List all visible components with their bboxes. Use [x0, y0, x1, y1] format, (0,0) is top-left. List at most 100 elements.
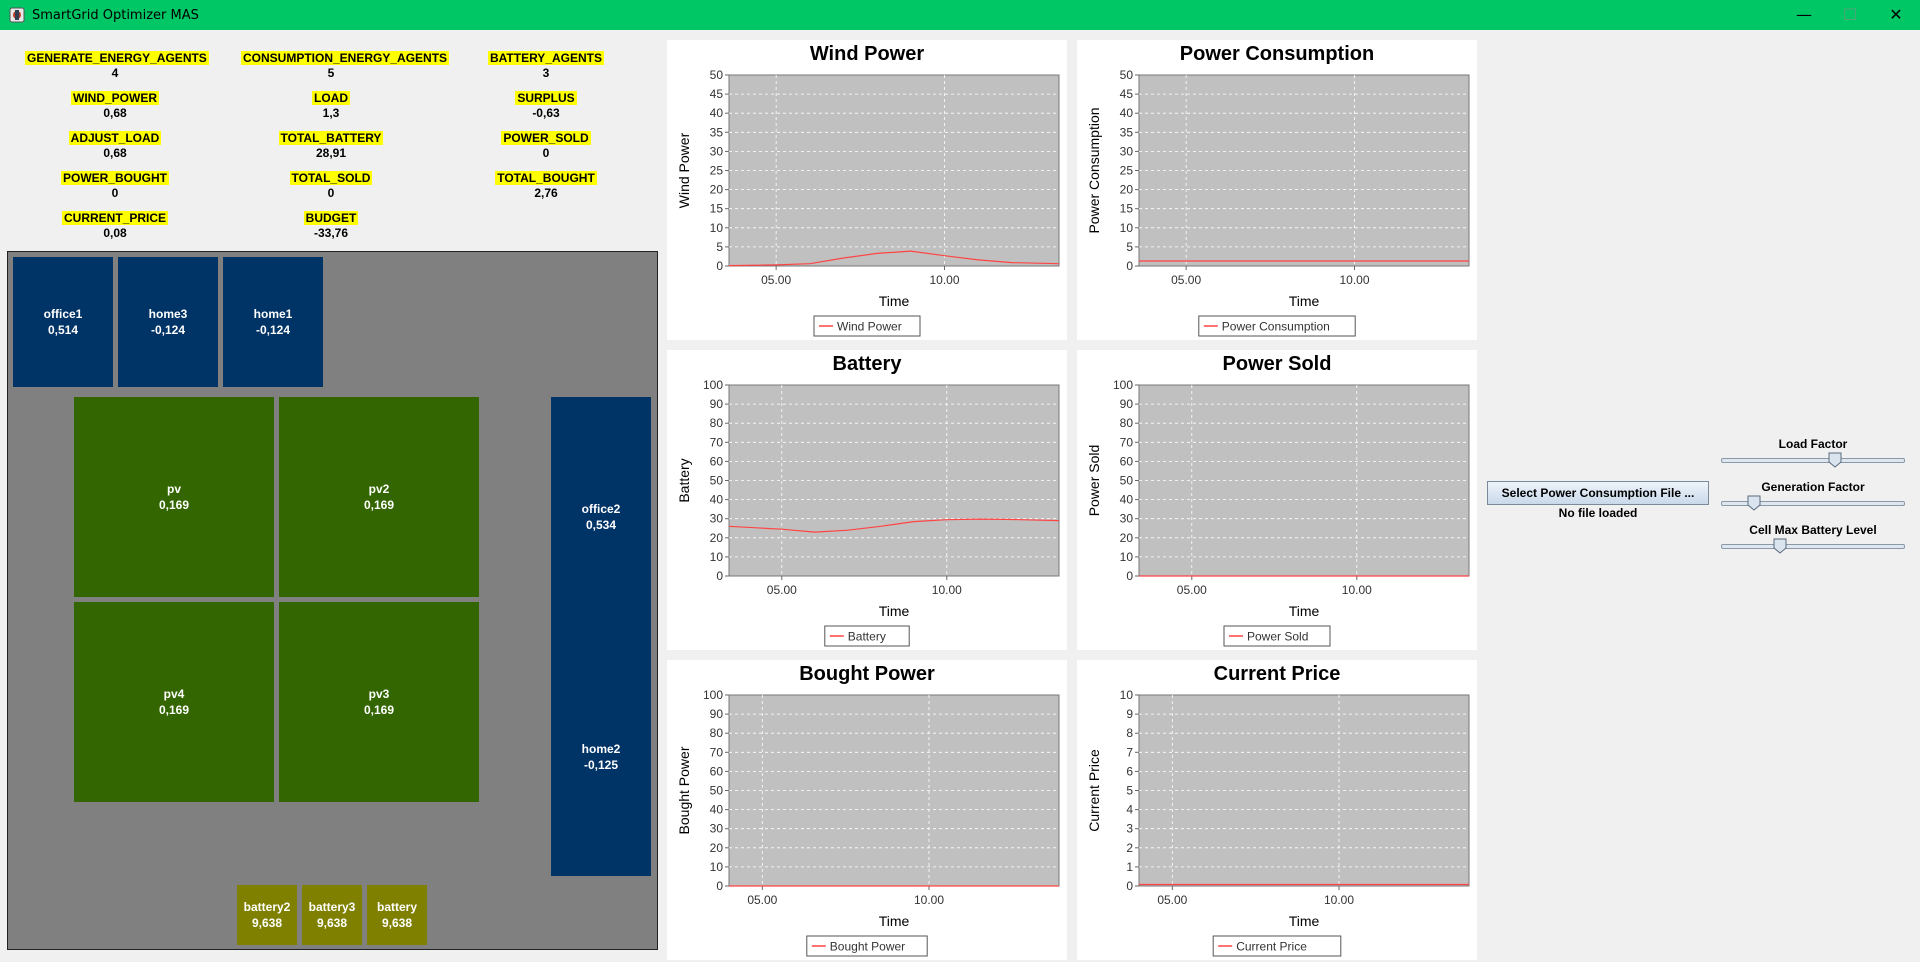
cell-value: -0,124: [150, 323, 186, 337]
close-icon[interactable]: ✕: [1889, 5, 1903, 24]
cell-name: office2: [581, 502, 621, 516]
y-tick-label: 10: [1120, 221, 1134, 235]
bought-power-chart: Bought Power 0 10 20 30 40 50 60 70 80 90 100 05.00 1…: [667, 660, 1067, 960]
y-tick-label: 1: [1126, 860, 1133, 874]
y-tick-label: 0: [1126, 259, 1133, 273]
slider-track[interactable]: [1721, 501, 1905, 506]
legend-box: [1198, 315, 1356, 337]
series-line: [728, 518, 1060, 533]
power-sold-chart: Power Sold 0 10 20 30 40 50 60 70 80 90 100 05.00 10.…: [1077, 350, 1477, 650]
cell-pv3[interactable]: pv3 0,169: [279, 602, 479, 802]
y-tick-label: 20: [1120, 183, 1134, 197]
legend-label: Power Sold: [1247, 630, 1308, 644]
x-tick-label: 05.00: [1157, 893, 1187, 907]
cell-name: pv2: [368, 482, 390, 496]
metric-value: 0: [327, 186, 335, 200]
wind-power-chart-svg: Wind Power 0 5 10 15 20 25 30 35 40 45 50 05.00 10.00…: [676, 43, 1060, 337]
slider-track[interactable]: [1721, 544, 1905, 549]
cell-value: 0,534: [585, 518, 617, 532]
y-tick-label: 100: [1113, 378, 1133, 392]
legend-label: Battery: [848, 630, 886, 644]
x-tick-label: 10.00: [929, 273, 959, 287]
y-tick-label: 20: [710, 183, 724, 197]
y-tick-label: 90: [1120, 397, 1134, 411]
metric-value: 5: [327, 66, 335, 80]
cell-value: 0,169: [363, 498, 395, 512]
y-tick-label: 0: [1126, 569, 1133, 583]
x-tick-label: 10.00: [914, 893, 944, 907]
cell-name: battery: [376, 900, 417, 914]
cell-office1[interactable]: office1 0,514: [13, 257, 113, 387]
select-file-button[interactable]: Select Power Consumption File ...: [1487, 481, 1709, 505]
y-tick-label: 70: [1120, 435, 1134, 449]
cell-value: 0,514: [47, 323, 79, 337]
y-axis-label: Power Sold: [1086, 445, 1102, 517]
metric-value: 0,68: [103, 146, 127, 160]
y-tick-label: 45: [710, 87, 724, 101]
slider-track[interactable]: [1721, 458, 1905, 463]
maximize-icon[interactable]: ☐: [1842, 5, 1858, 24]
legend-box: [1223, 625, 1331, 647]
load-factor-slider[interactable]: Load Factor: [1719, 437, 1907, 471]
y-tick-label: 90: [710, 397, 724, 411]
y-tick-label: 25: [710, 164, 724, 178]
cell-pv[interactable]: pv 0,169: [74, 397, 274, 597]
metric-adjust-load: ADJUST_LOAD 0,68: [25, 131, 205, 160]
metric-value: -33,76: [313, 226, 349, 240]
cell-pv4[interactable]: pv4 0,169: [74, 602, 274, 802]
x-tick-label: 10.00: [1342, 583, 1372, 597]
cell-battery2[interactable]: battery2 9,638: [237, 885, 297, 945]
metric-label: CURRENT_PRICE: [61, 211, 168, 225]
y-tick-label: 80: [710, 726, 724, 740]
cell-name: battery3: [308, 900, 356, 914]
y-tick-label: 30: [710, 512, 724, 526]
y-tick-label: 50: [1120, 474, 1134, 488]
cell-battery3[interactable]: battery3 9,638: [302, 885, 362, 945]
current-price-chart-svg: Current Price 0 1 2 3 4 5 6 7 8 9 10 05.00 10.00 Time C…: [1086, 663, 1470, 957]
metric-total-battery: TOTAL_BATTERY 28,91: [241, 131, 421, 160]
metric-label: SURPLUS: [515, 91, 577, 105]
cell-home2[interactable]: home2 -0,125: [551, 637, 651, 876]
cell-name: home3: [148, 307, 188, 321]
metric-label: TOTAL_SOLD: [289, 171, 373, 185]
cell-max-battery-level-slider[interactable]: Cell Max Battery Level: [1719, 523, 1907, 557]
slider-thumb[interactable]: [1747, 495, 1761, 511]
x-tick-label: 10.00: [1339, 273, 1369, 287]
legend-label: Wind Power: [837, 320, 902, 334]
metric-generate-energy-agents: GENERATE_ENERGY_AGENTS 4: [25, 51, 209, 80]
cell-pv2[interactable]: pv2 0,169: [279, 397, 479, 597]
x-tick-label: 05.00: [747, 893, 777, 907]
y-tick-label: 60: [710, 454, 724, 468]
cell-home3[interactable]: home3 -0,124: [118, 257, 218, 387]
slider-thumb[interactable]: [1828, 452, 1842, 468]
cell-value: -0,124: [255, 323, 291, 337]
cell-value: 0,169: [158, 498, 190, 512]
slider-thumb[interactable]: [1773, 538, 1787, 554]
x-axis-label: Time: [1289, 603, 1320, 619]
metric-label: POWER_SOLD: [501, 131, 591, 145]
window-title: SmartGrid Optimizer MAS: [32, 8, 199, 23]
y-tick-label: 30: [1120, 144, 1134, 158]
metric-power-sold: POWER_SOLD 0: [456, 131, 636, 160]
battery-chart: Battery 0 10 20 30 40 50 60 70 80 90 100 05.00 10.00 T…: [667, 350, 1067, 650]
x-tick-label: 05.00: [767, 583, 797, 597]
cell-office2[interactable]: office2 0,534: [551, 397, 651, 637]
metric-value: 0: [542, 146, 550, 160]
minimize-icon[interactable]: —: [1796, 5, 1812, 24]
slider-label: Load Factor: [1778, 437, 1848, 451]
generation-factor-slider[interactable]: Generation Factor: [1719, 480, 1907, 514]
metric-total-bought: TOTAL_BOUGHT 2,76: [456, 171, 636, 200]
y-tick-label: 10: [710, 550, 724, 564]
y-tick-label: 10: [1120, 688, 1134, 702]
metric-consumption-energy-agents: CONSUMPTION_ENERGY_AGENTS 5: [241, 51, 450, 80]
y-tick-label: 90: [710, 707, 724, 721]
y-tick-label: 0: [716, 259, 723, 273]
cell-home1[interactable]: home1 -0,124: [223, 257, 323, 387]
y-tick-label: 60: [1120, 454, 1134, 468]
y-tick-label: 9: [1126, 707, 1133, 721]
metric-budget: BUDGET -33,76: [241, 211, 421, 240]
metric-label: TOTAL_BATTERY: [278, 131, 384, 145]
y-tick-label: 100: [703, 688, 723, 702]
legend-box: [1212, 935, 1342, 957]
cell-battery[interactable]: battery 9,638: [367, 885, 427, 945]
